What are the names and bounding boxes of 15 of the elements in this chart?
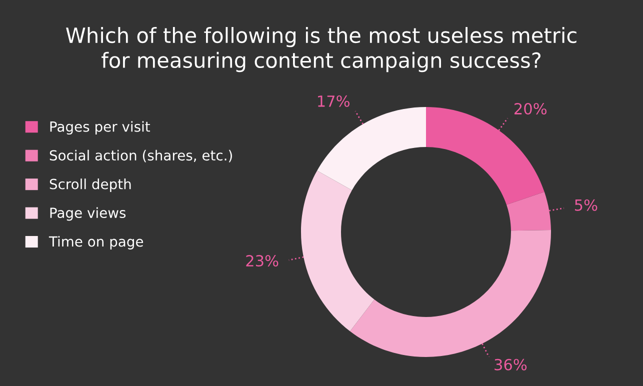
legend-label: Page views [50,207,126,221]
data-label: 23% [246,255,278,267]
chart-title: Which of the following is the most useless metric for measuring content campaign success? [66,27,576,72]
legend-label: Scroll depth [50,178,131,192]
legend-label: Time on page [48,236,144,250]
data-label: 20% [514,102,547,115]
data-label: 5% [574,199,598,211]
donut-slice [350,230,551,357]
legend-label: Pages per visit [50,121,150,135]
data-label: 17% [318,95,350,107]
legend-label: Social action (shares, etc.) [50,150,232,162]
donut-slice [506,192,551,231]
data-label: 36% [494,358,527,370]
donut-slice [301,170,374,332]
donut-slice [317,107,426,190]
